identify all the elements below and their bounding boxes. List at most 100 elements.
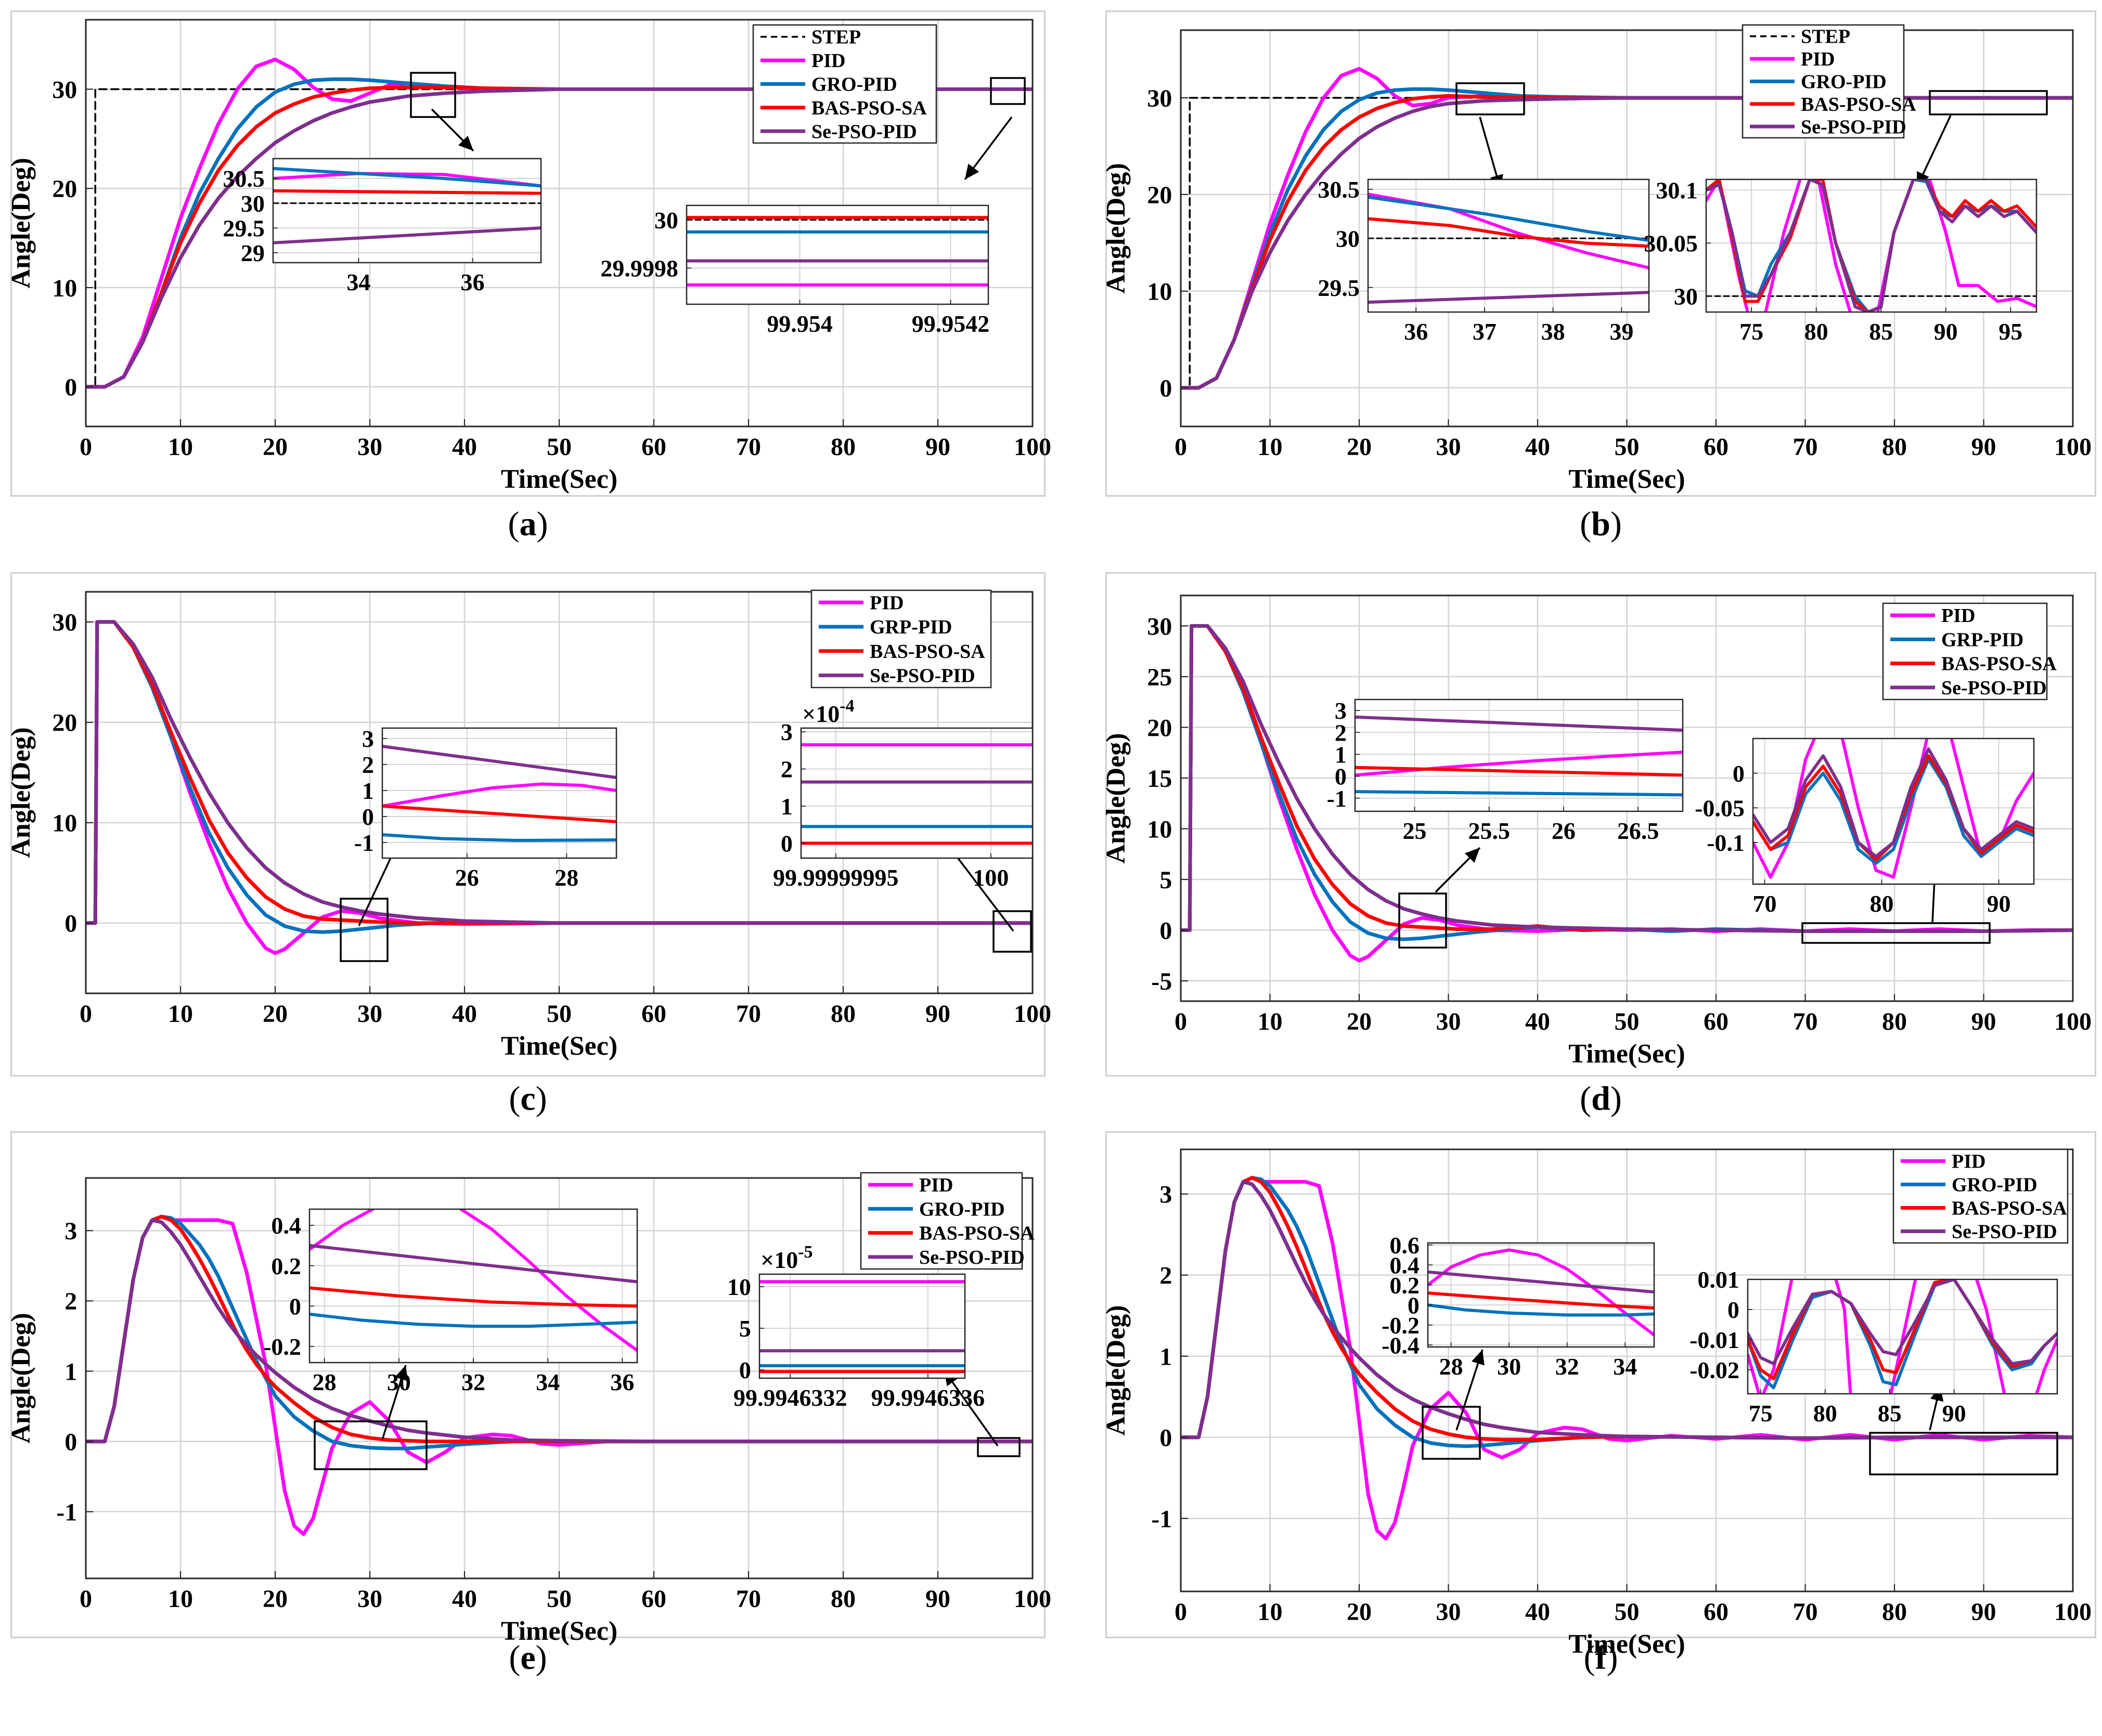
subplot-e-inset-2-ytick-label: 5 — [739, 1315, 751, 1342]
subplot-f-inset-2-ytick-label: -0.01 — [1690, 1327, 1739, 1353]
subplot-a-main: 0 10 20 30 40 50 60 70 80 90 100 0 10 20 30 Time(Sec) An… — [6, 19, 1051, 494]
subplot-d-arrow-head — [1465, 848, 1480, 863]
subplot-f-inset-2-axes-frame — [1747, 1278, 2058, 1395]
subplot-e-inset-2-ytick-label: 0 — [739, 1357, 751, 1383]
subplot-b-ytick-label: 30 — [1147, 85, 1172, 112]
subplot-c-legend-box — [810, 589, 992, 689]
subplot-d-ytick-label: 15 — [1147, 765, 1172, 793]
subplot-c-ytick-label: 10 — [52, 810, 77, 837]
subplot-c-inset-2-ytick-label: 2 — [781, 756, 793, 783]
subplot-a-inset-1-series-pid — [273, 172, 541, 188]
subplot-d-ytick-label: 10 — [1147, 815, 1172, 843]
subplot-e-inset-1-series-bas-pso-sa — [310, 1286, 637, 1308]
subplot-e-inset-2-series-group — [759, 1280, 965, 1374]
subplot-c-zoom-box — [992, 910, 1032, 953]
subplot-b-inset-1-ytick-label: 29.5 — [1318, 275, 1360, 301]
subplot-c-legend-label: BAS-PSO-SA — [870, 641, 985, 663]
subplot-e-inset-1-ytick-label: 0 — [289, 1293, 301, 1319]
subplot-d-inset-1-xtick-label: 25.5 — [1468, 818, 1510, 844]
subplot-a-xtick-label: 0 — [80, 433, 92, 461]
subplot-f-inset-1-ytick-label: 0.4 — [1389, 1252, 1420, 1278]
subplot-c-inset-exponent-power: -4 — [840, 696, 854, 716]
subplot-e-inset-2-plot-area — [759, 1274, 965, 1378]
subplot-a-zoom-box — [410, 72, 456, 118]
subplot-b-legend-label: GRO-PID — [1801, 71, 1887, 93]
subplot-d-xtick-label: 0 — [1175, 1008, 1187, 1035]
subplot-b-legend-label: BAS-PSO-SA — [1801, 94, 1916, 115]
subplot-e-main: 0 10 20 30 40 50 60 70 80 90 100-10123Time(Sec)Ang… — [6, 1172, 1051, 1646]
subplot-d-frame — [1105, 572, 2096, 1077]
subplot-e-xtick-label: 60 — [641, 1585, 666, 1613]
subplot-f-ytick-label: -1 — [1151, 1505, 1172, 1533]
subplot-b-inset-2-xtick-label: 90 — [1934, 318, 1958, 345]
subplot-a-xtick-label: 20 — [263, 433, 288, 461]
subplot-c-ytick-label: 30 — [52, 609, 77, 637]
subplot-f-inset-2-xtick-label: 90 — [1942, 1400, 1966, 1427]
subplot-f-series-group — [1181, 1176, 2073, 1541]
subplot-f-inset-2: 75 80 85 90 -0.02 -0.01 0 0.01 — [1690, 1266, 2058, 1427]
subplot-c-inset-1-series-group — [382, 745, 616, 842]
subplot-e-inset-1-xtick-label: 34 — [536, 1369, 560, 1395]
subplot-d-xtick-label: 40 — [1525, 1008, 1550, 1035]
subplot-a-inset-1-ytick-label: 30.5 — [223, 165, 265, 192]
subplot-d-legend-label: GRP-PID — [1941, 629, 2023, 651]
subplot-c-legend-label: GRP-PID — [870, 616, 952, 638]
subplot-c-inset-2-xtick-label: 100 — [973, 864, 1009, 891]
subplot-e-caption: (e) — [509, 1639, 547, 1677]
subplot-b-inset-2-series-group — [1706, 179, 2036, 312]
subplot-c-ylabel: Angle(Deg) — [6, 727, 36, 858]
subplot-c-legend-label: Se-PSO-PID — [870, 665, 975, 687]
subplot-c-inset-1-series-se-pso-pid — [382, 745, 616, 779]
subplot-a-inset-1-ytick-label: 29 — [241, 240, 265, 266]
subplot-e-inset-1-xtick-label: 36 — [610, 1369, 634, 1395]
subplot-c-inset-1-ytick-label: 3 — [362, 726, 374, 752]
subplot-d-inset-1-xtick-label: 26.5 — [1617, 818, 1659, 844]
subplot-f-inset-1-axes-frame — [1427, 1242, 1655, 1348]
subplot-a-frame — [10, 10, 1046, 497]
subplot-f-inset-1-ytick-label: -0.4 — [1382, 1332, 1420, 1358]
subplot-a-series-se-pso-pid — [86, 87, 1033, 389]
subplot-d-xtick-label: 80 — [1882, 1008, 1907, 1035]
subplot-c-inset-1-ytick-label: -1 — [354, 830, 374, 856]
subplot-f-xtick-label: 90 — [1971, 1598, 1996, 1626]
subplot-b-inset-2-ytick-label: 30.1 — [1656, 177, 1698, 204]
subplot-d-inset-2-axes-frame — [1752, 737, 2035, 885]
subplot-a-ytick-label: 10 — [52, 275, 77, 302]
subplot-e-zoom-arrow — [943, 1369, 999, 1447]
subplot-f-inset-1-series-group — [1428, 1248, 1654, 1337]
subplot-d-xtick-label: 20 — [1347, 1008, 1372, 1035]
subplot-f-series-se-pso-pid — [1181, 1180, 2073, 1440]
subplot-d-inset-1-series-bas-pso-sa — [1355, 766, 1683, 777]
subplot-f-ytick-label: 0 — [1159, 1424, 1172, 1452]
subplot-f-inset-1-ytick-label: 0.6 — [1389, 1232, 1420, 1259]
subplot-a-inset-1-series-se-pso-pid — [273, 226, 541, 244]
subplot-f-ytick-label: 3 — [1159, 1181, 1172, 1209]
subplot-d-inset-2-xtick-label: 70 — [1753, 890, 1777, 917]
subplot-d-ytick-label: 25 — [1147, 664, 1172, 691]
subplot-b-ylabel: Angle(Deg) — [1101, 163, 1131, 293]
subplot-a-ytick-label: 30 — [52, 76, 77, 103]
subplot-e-inset-1-xtick-label: 30 — [387, 1369, 411, 1395]
subplot-b-inset-2-series-pid — [1706, 179, 2036, 312]
subplot-a-ytick-label: 0 — [65, 374, 77, 401]
subplot-c-xtick-label: 40 — [452, 1000, 477, 1028]
subplot-a-ylabel: Angle(Deg) — [6, 158, 36, 288]
subplot-e-xtick-label: 90 — [925, 1585, 950, 1613]
subplot-a-legend-label: PID — [811, 50, 845, 72]
subplot-e-ytick-label: 2 — [65, 1288, 77, 1315]
subplot-c-xtick-label: 50 — [547, 1000, 572, 1028]
subplot-a-xtick-label: 90 — [925, 433, 950, 461]
subplot-a-inset-2-ytick-label: 29.9998 — [600, 255, 678, 282]
subplot-a-series-group — [86, 57, 1033, 389]
subplot-d-xtick-label: 10 — [1258, 1008, 1283, 1035]
subplot-a-xtick-label: 100 — [1014, 433, 1051, 461]
subplot-b-inset-2-ytick-label: 30.05 — [1644, 230, 1698, 257]
subplot-e-inset-1-ytick-label: -0.2 — [263, 1333, 301, 1360]
subplot-e-series-se-pso-pid — [86, 1218, 1033, 1444]
